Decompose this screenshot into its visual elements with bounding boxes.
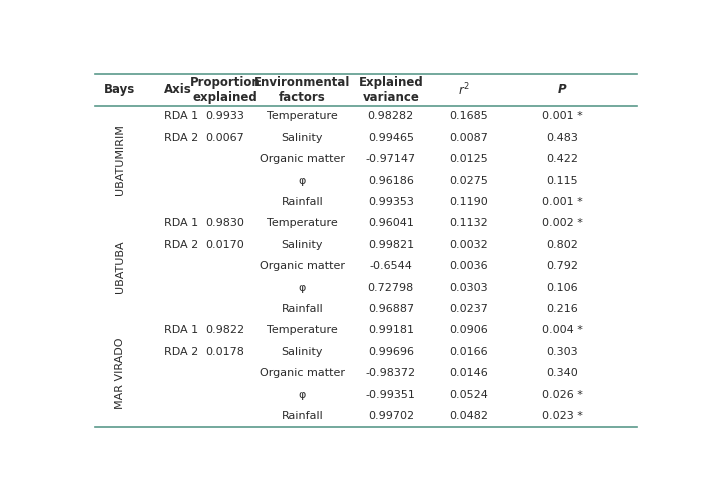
Text: 0.0524: 0.0524 [449,390,488,400]
Text: 0.0146: 0.0146 [449,368,488,378]
Text: 0.023 *: 0.023 * [542,411,583,421]
Text: 0.9933: 0.9933 [206,111,244,122]
Text: Rainfall: Rainfall [281,197,323,207]
Text: 0.802: 0.802 [546,240,578,250]
Text: -0.97147: -0.97147 [366,154,416,164]
Text: 0.99465: 0.99465 [368,133,414,143]
Text: UBATUBA: UBATUBA [115,240,125,293]
Text: Rainfall: Rainfall [281,411,323,421]
Text: RDA 1: RDA 1 [164,325,198,335]
Text: RDA 1: RDA 1 [164,111,198,122]
Text: 0.001 *: 0.001 * [542,111,583,122]
Text: Organic matter: Organic matter [260,261,345,271]
Text: Explained
variance: Explained variance [358,76,423,103]
Text: 0.106: 0.106 [546,283,578,293]
Text: RDA 2: RDA 2 [164,240,198,250]
Text: 0.216: 0.216 [546,304,578,314]
Text: MAR VIRADO: MAR VIRADO [115,338,125,409]
Text: 0.792: 0.792 [546,261,578,271]
Text: Temperature: Temperature [267,219,338,228]
Text: Organic matter: Organic matter [260,154,345,164]
Text: 0.0125: 0.0125 [449,154,488,164]
Text: Bays: Bays [104,83,136,96]
Text: 0.99696: 0.99696 [368,347,414,357]
Text: -0.98372: -0.98372 [366,368,416,378]
Text: 0.96041: 0.96041 [368,219,414,228]
Text: Rainfall: Rainfall [281,304,323,314]
Text: Temperature: Temperature [267,111,338,122]
Text: 0.002 *: 0.002 * [542,219,583,228]
Text: P: P [558,83,567,96]
Text: 0.0170: 0.0170 [206,240,244,250]
Text: 0.340: 0.340 [546,368,578,378]
Text: 0.0087: 0.0087 [449,133,488,143]
Text: 0.1685: 0.1685 [449,111,488,122]
Text: 0.96186: 0.96186 [368,176,414,185]
Text: 0.0275: 0.0275 [449,176,488,185]
Text: Salinity: Salinity [281,347,323,357]
Text: Salinity: Salinity [281,240,323,250]
Text: 0.0178: 0.0178 [206,347,244,357]
Text: 0.001 *: 0.001 * [542,197,583,207]
Text: 0.483: 0.483 [546,133,578,143]
Text: 0.9822: 0.9822 [205,325,244,335]
Text: Temperature: Temperature [267,325,338,335]
Text: Proportion
explained: Proportion explained [189,76,260,103]
Text: 0.0482: 0.0482 [449,411,488,421]
Text: Salinity: Salinity [281,133,323,143]
Text: 0.0032: 0.0032 [449,240,488,250]
Text: 0.0067: 0.0067 [206,133,244,143]
Text: 0.72798: 0.72798 [368,283,414,293]
Text: UBATUMIRIM: UBATUMIRIM [115,124,125,195]
Text: 0.99181: 0.99181 [368,325,414,335]
Text: 0.1132: 0.1132 [449,219,488,228]
Text: 0.303: 0.303 [546,347,578,357]
Text: 0.0166: 0.0166 [449,347,488,357]
Text: 0.0036: 0.0036 [449,261,488,271]
Text: 0.96887: 0.96887 [368,304,414,314]
Text: Axis: Axis [164,83,191,96]
Text: 0.026 *: 0.026 * [542,390,583,400]
Text: 0.99702: 0.99702 [368,411,414,421]
Text: 0.0906: 0.0906 [449,325,488,335]
Text: -0.6544: -0.6544 [369,261,412,271]
Text: $r^{2}$: $r^{2}$ [458,81,470,98]
Text: 0.115: 0.115 [546,176,578,185]
Text: 0.422: 0.422 [546,154,578,164]
Text: 0.98282: 0.98282 [368,111,414,122]
Text: 0.0237: 0.0237 [449,304,488,314]
Text: 0.1190: 0.1190 [449,197,488,207]
Text: 0.99353: 0.99353 [368,197,414,207]
Text: φ: φ [298,390,306,400]
Text: RDA 2: RDA 2 [164,133,198,143]
Text: 0.004 *: 0.004 * [542,325,583,335]
Text: 0.0303: 0.0303 [449,283,488,293]
Text: 0.9830: 0.9830 [206,219,244,228]
Text: φ: φ [298,176,306,185]
Text: RDA 1: RDA 1 [164,219,198,228]
Text: 0.99821: 0.99821 [368,240,414,250]
Text: RDA 2: RDA 2 [164,347,198,357]
Text: φ: φ [298,283,306,293]
Text: Organic matter: Organic matter [260,368,345,378]
Text: Environmental
factors: Environmental factors [254,76,351,103]
Text: -0.99351: -0.99351 [366,390,416,400]
